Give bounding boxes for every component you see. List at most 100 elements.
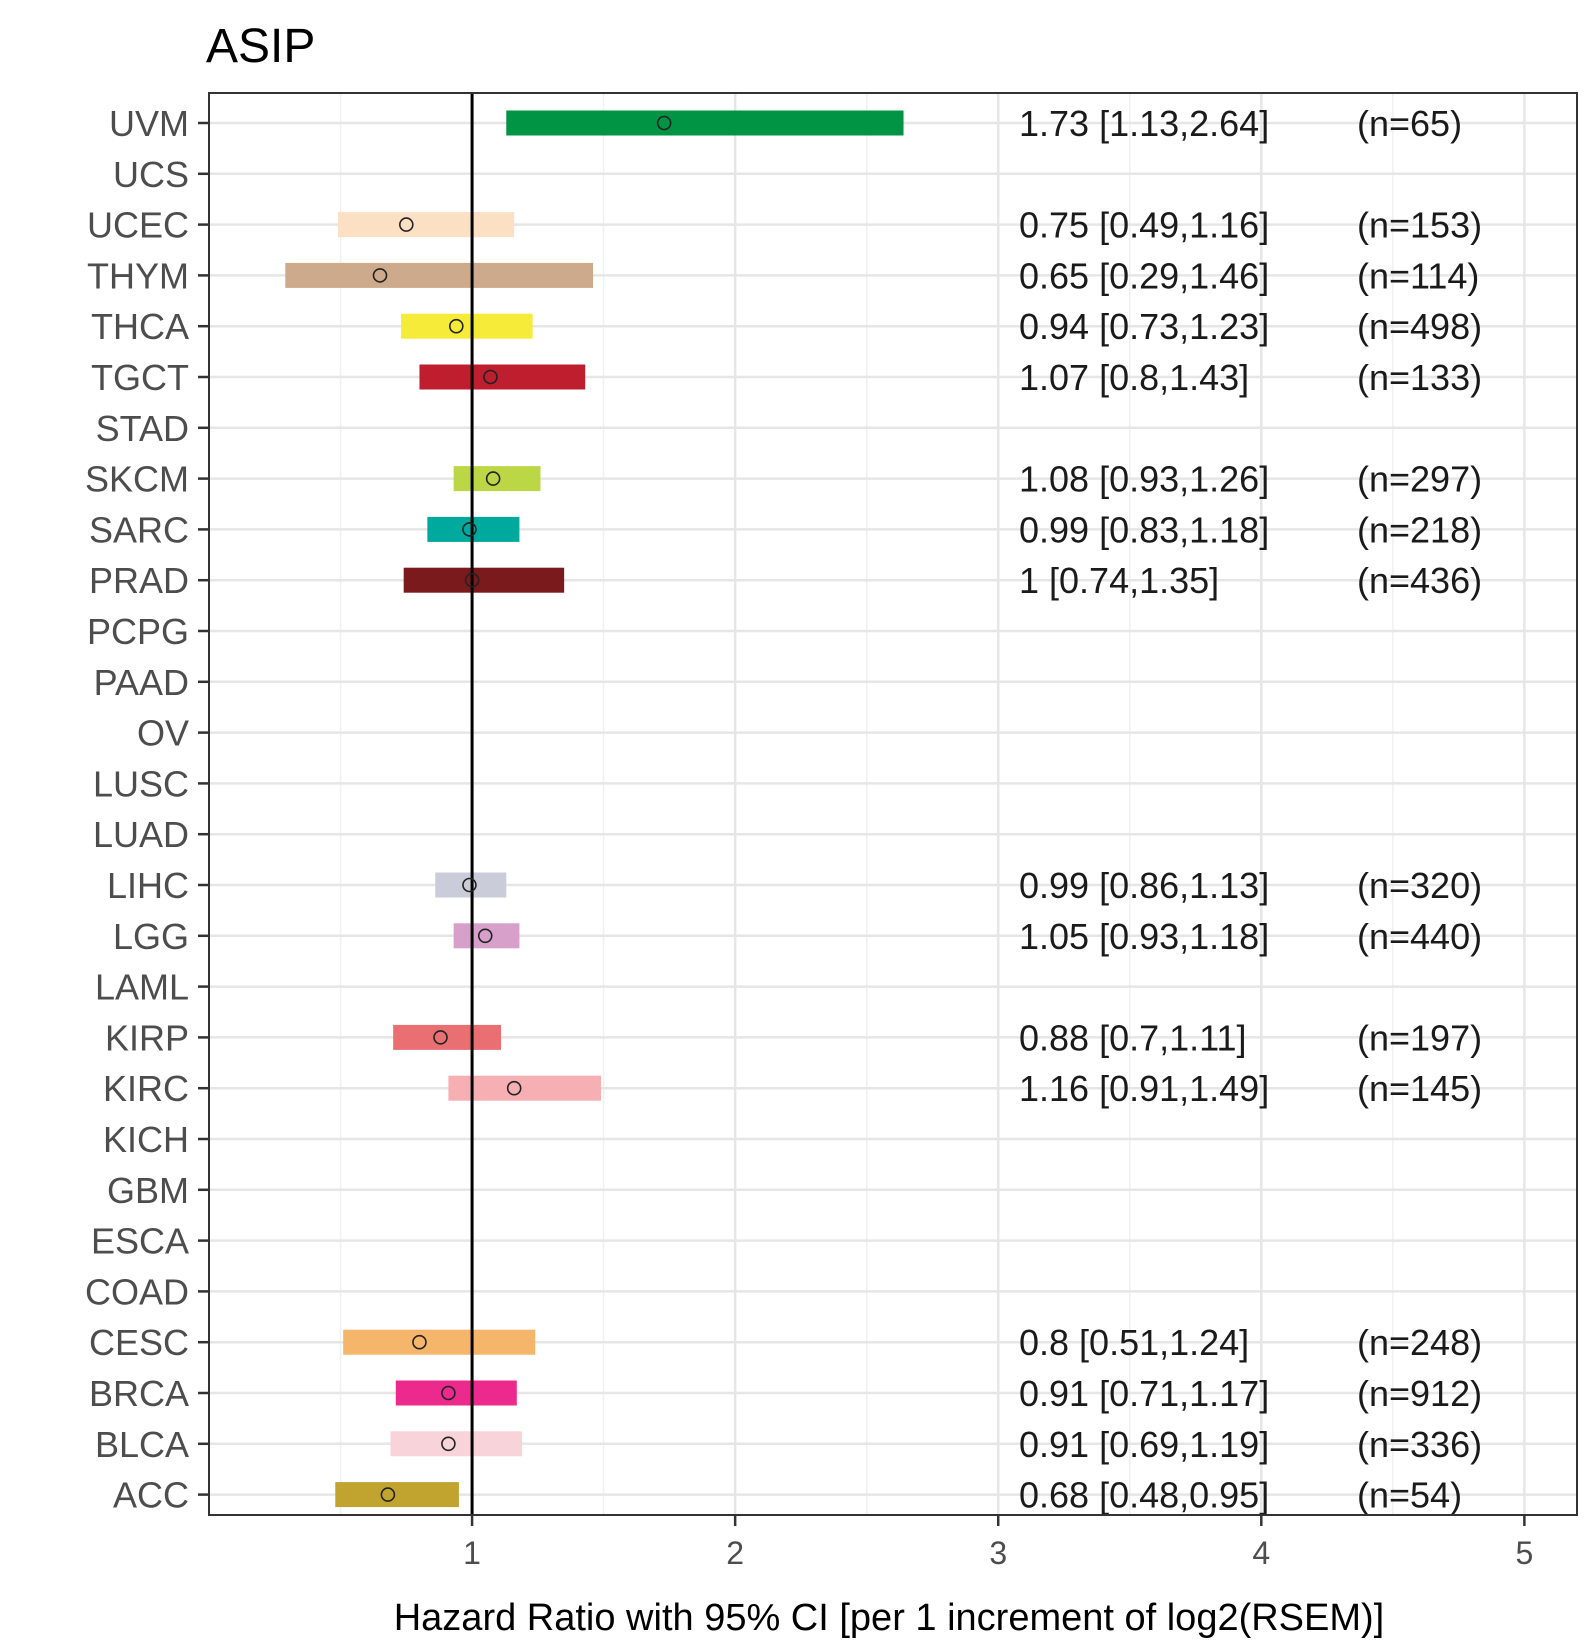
y-tick-label-cesc: CESC [89, 1322, 189, 1363]
hr-ci-label-cesc: 0.8 [0.51,1.24] [1019, 1322, 1249, 1363]
n-label-blca: (n=336) [1357, 1424, 1482, 1465]
x-tick-label: 2 [726, 1535, 744, 1571]
x-axis-title: Hazard Ratio with 95% CI [per 1 incremen… [394, 1597, 1385, 1639]
y-tick-label-lgg: LGG [113, 916, 189, 957]
y-tick-label-paad: PAAD [94, 662, 189, 703]
y-tick-label-tgct: TGCT [91, 357, 189, 398]
hr-ci-label-thca: 0.94 [0.73,1.23] [1019, 306, 1269, 347]
ci-bar-lgg [453, 923, 520, 949]
hr-point-acc [380, 1487, 396, 1502]
hr-point-brca [441, 1385, 456, 1401]
ci-bar-layer [285, 110, 904, 1508]
n-label-skcm: (n=297) [1357, 459, 1482, 500]
ci-bar-brca [395, 1380, 517, 1406]
hr-point-thym [372, 268, 388, 283]
hr-ci-label-kirc: 1.16 [0.91,1.49] [1019, 1068, 1269, 1109]
y-tick-label-ucs: UCS [113, 154, 189, 195]
hr-point-kirp [433, 1030, 448, 1045]
n-label-uvm: (n=65) [1357, 103, 1462, 144]
ci-bar-blca [390, 1431, 523, 1457]
n-label-acc: (n=54) [1357, 1475, 1462, 1516]
x-tick-label: 1 [463, 1535, 481, 1571]
hr-point-lihc [462, 877, 477, 893]
y-tick-label-gbm: GBM [107, 1170, 189, 1211]
y-tick-label-lusc: LUSC [93, 763, 189, 804]
n-label-kirc: (n=145) [1357, 1068, 1482, 1109]
hr-ci-label-brca: 0.91 [0.71,1.17] [1019, 1373, 1269, 1414]
y-tick-label-acc: ACC [113, 1475, 189, 1516]
chart-title: ASIP [206, 20, 315, 73]
hr-point-ucec [399, 217, 414, 232]
y-tick-label-sarc: SARC [89, 509, 189, 550]
n-label-thca: (n=498) [1357, 306, 1482, 347]
n-label-ucec: (n=153) [1357, 205, 1482, 246]
y-tick-label-ucec: UCEC [87, 205, 189, 246]
hr-point-cesc [412, 1334, 427, 1350]
y-tick-label-uvm: UVM [109, 103, 189, 144]
panel-border [208, 92, 1578, 1516]
ci-bar-thca [401, 313, 533, 339]
ci-bar-uvm [506, 110, 904, 136]
hr-ci-label-kirp: 0.88 [0.7,1.11] [1019, 1017, 1247, 1058]
y-tick-label-blca: BLCA [95, 1424, 189, 1465]
hr-ci-label-thym: 0.65 [0.29,1.46] [1019, 255, 1269, 296]
n-label-kirp: (n=197) [1357, 1017, 1482, 1058]
y-tick-label-coad: COAD [85, 1271, 189, 1312]
hr-point-thca [448, 318, 464, 334]
hr-ci-label-uvm: 1.73 [1.13,2.64] [1019, 103, 1269, 144]
n-label-lihc: (n=320) [1357, 865, 1482, 906]
hr-ci-label-lgg: 1.05 [0.93,1.18] [1019, 916, 1269, 957]
n-label-tgct: (n=133) [1357, 357, 1482, 398]
hr-ci-label-sarc: 0.99 [0.83,1.18] [1019, 509, 1269, 550]
y-tick-label-esca: ESCA [91, 1221, 189, 1262]
n-label-cesc: (n=248) [1357, 1322, 1482, 1363]
point-estimate-layer [372, 115, 672, 1502]
y-tick-label-lihc: LIHC [107, 865, 189, 906]
ci-bar-tgct [419, 364, 586, 390]
x-axis: 1 2 3 4 5 [463, 1515, 1533, 1571]
hr-ci-label-ucec: 0.75 [0.49,1.16] [1019, 205, 1269, 246]
hr-point-uvm [656, 115, 672, 131]
hr-point-blca [441, 1436, 456, 1452]
hr-ci-label-prad: 1 [0.74,1.35] [1019, 560, 1219, 601]
hr-point-sarc [462, 522, 477, 537]
y-tick-label-brca: BRCA [89, 1373, 189, 1414]
ci-bar-cesc [343, 1329, 536, 1355]
x-tick-label: 3 [989, 1535, 1007, 1571]
hr-ci-label-skcm: 1.08 [0.93,1.26] [1019, 459, 1269, 500]
ci-bar-prad [403, 567, 565, 593]
n-label-lgg: (n=440) [1357, 916, 1482, 957]
y-tick-label-kirc: KIRC [103, 1068, 189, 1109]
y-tick-label-kirp: KIRP [105, 1017, 189, 1058]
value-label-layer: 1.73 [1.13,2.64] (n=65) 0.75 [0.49,1.16] (n… [1019, 103, 1482, 1516]
n-label-thym: (n=114) [1357, 255, 1479, 296]
y-tick-label-kich: KICH [103, 1119, 189, 1160]
y-tick-label-prad: PRAD [89, 560, 189, 601]
hr-point-lgg [477, 928, 493, 944]
x-tick-label: 5 [1515, 1535, 1533, 1571]
y-tick-label-thca: THCA [91, 306, 189, 347]
y-tick-label-thym: THYM [87, 255, 189, 296]
hr-ci-label-acc: 0.68 [0.48,0.95] [1019, 1475, 1269, 1516]
n-label-sarc: (n=218) [1357, 509, 1482, 550]
ci-bar-ucec [337, 212, 515, 238]
y-tick-label-luad: LUAD [93, 814, 189, 855]
hr-ci-label-lihc: 0.99 [0.86,1.13] [1019, 865, 1269, 906]
y-tick-label-ov: OV [137, 713, 189, 754]
y-axis: UVM UCS UCEC THYM THCA TGCT STAD SKCM SARC PRAD PC… [85, 103, 209, 1516]
ci-bar-thym [285, 262, 594, 288]
n-label-prad: (n=436) [1357, 560, 1482, 601]
ci-bar-kirc [448, 1075, 601, 1101]
hr-point-prad [464, 572, 480, 588]
y-tick-label-pcpg: PCPG [87, 611, 189, 652]
hr-point-tgct [483, 369, 498, 385]
hr-ci-label-blca: 0.91 [0.69,1.19] [1019, 1424, 1269, 1465]
n-label-brca: (n=912) [1357, 1373, 1482, 1414]
x-tick-label: 4 [1252, 1535, 1270, 1571]
ci-bar-acc [335, 1482, 459, 1508]
y-tick-label-laml: LAML [95, 967, 189, 1008]
hr-ci-label-tgct: 1.07 [0.8,1.43] [1019, 357, 1249, 398]
ci-bar-skcm [453, 466, 541, 492]
